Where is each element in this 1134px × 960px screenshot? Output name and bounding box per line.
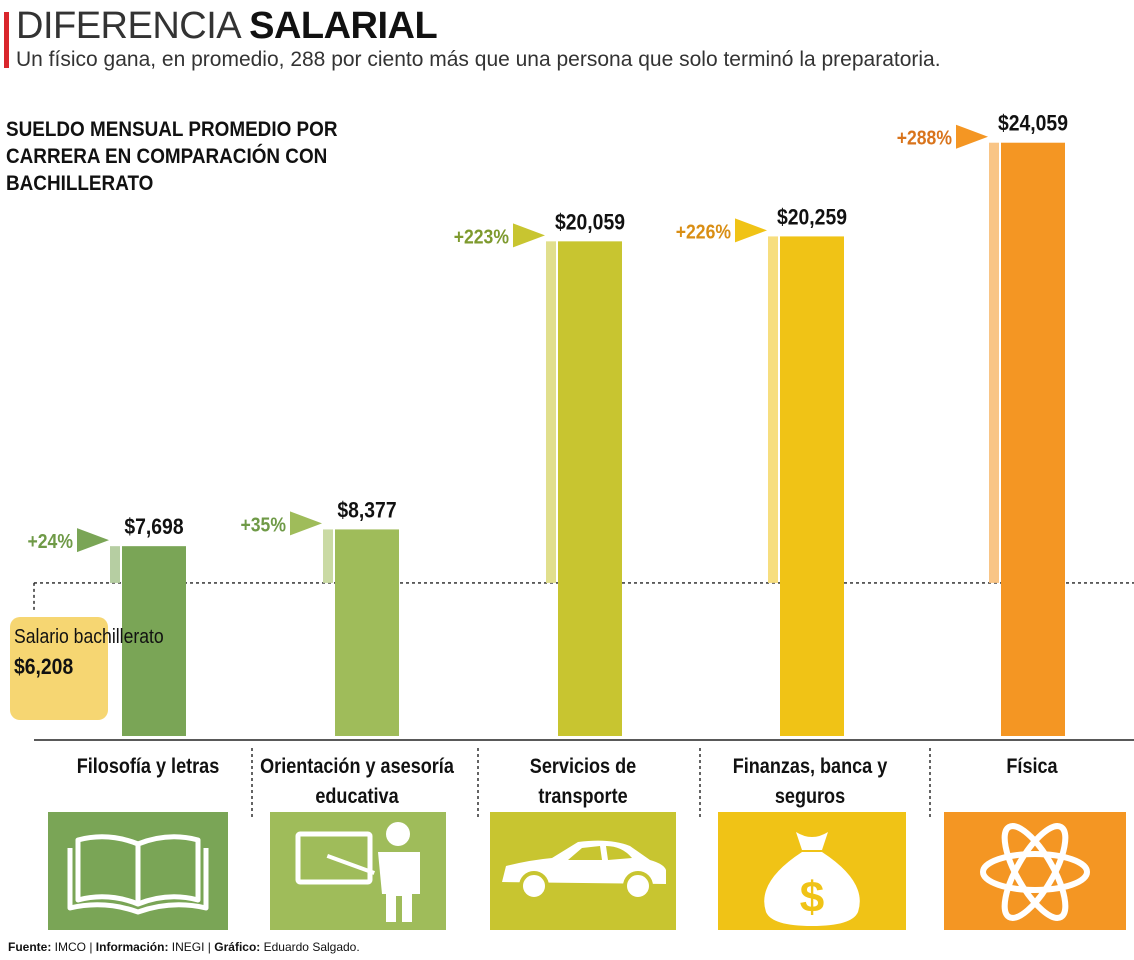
value-label: $20,059	[555, 210, 625, 234]
category-label: Orientación y asesoría educativa	[260, 755, 454, 808]
baseline-value: $6,208	[14, 654, 74, 679]
percent-label: +288%	[897, 127, 953, 149]
title-accent-bar	[4, 12, 9, 68]
teacher-icon	[270, 812, 446, 930]
baseline-salary-box: Salario bachillerato $6,208	[10, 617, 164, 720]
baseline-label: Salario bachillerato	[14, 626, 164, 648]
graphic-value: Eduardo Salgado.	[260, 940, 360, 954]
category-label: Filosofía y letras	[76, 755, 220, 778]
money-bag-icon: $	[718, 812, 906, 930]
title-light: DIFERENCIA	[16, 5, 250, 47]
info-value: INEGI |	[168, 940, 215, 954]
page-subtitle: Un físico gana, en promedio, 288 por cie…	[16, 48, 941, 71]
percent-flag	[513, 223, 545, 248]
gain-stub	[323, 529, 333, 583]
gain-stub	[546, 241, 556, 583]
atom-icon	[944, 812, 1126, 930]
percent-flag	[956, 124, 988, 149]
percent-label: +226%	[676, 220, 732, 242]
value-label: $7,698	[124, 515, 183, 539]
bar	[558, 241, 622, 736]
gain-stub	[989, 142, 999, 583]
category-label: Física	[1006, 755, 1058, 778]
percent-flag	[735, 218, 767, 243]
value-label: $20,259	[777, 205, 847, 229]
percent-label: +35%	[241, 513, 287, 535]
category-label: Servicios de transporte	[529, 755, 637, 808]
gain-stub	[768, 236, 778, 583]
bar	[780, 236, 844, 736]
percent-label: +24%	[28, 530, 74, 552]
bar	[1001, 142, 1065, 736]
source-credits: Fuente: IMCO | Información: INEGI | Gráf…	[8, 940, 360, 954]
bar	[335, 529, 399, 736]
value-label: $24,059	[998, 112, 1068, 136]
info-label: Información:	[95, 940, 169, 954]
page-title: DIFERENCIA SALARIAL	[16, 5, 438, 47]
value-label: $8,377	[337, 498, 396, 522]
percent-flag	[77, 528, 109, 553]
source-label: Fuente:	[8, 940, 52, 954]
source-value: IMCO |	[51, 940, 96, 954]
svg-text:$: $	[800, 873, 824, 922]
car-icon	[490, 812, 676, 930]
percent-label: +223%	[454, 225, 510, 247]
book-icon	[48, 812, 228, 930]
title-bold: SALARIAL	[249, 5, 438, 47]
graphic-label: Gráfico:	[214, 940, 261, 954]
gain-stub	[110, 546, 120, 583]
percent-flag	[290, 511, 322, 536]
bar	[122, 546, 186, 736]
category-label: Finanzas, banca y seguros	[732, 755, 888, 808]
chart-title: SUELDO MENSUAL PROMEDIO POR CARRERA EN C…	[6, 118, 338, 195]
